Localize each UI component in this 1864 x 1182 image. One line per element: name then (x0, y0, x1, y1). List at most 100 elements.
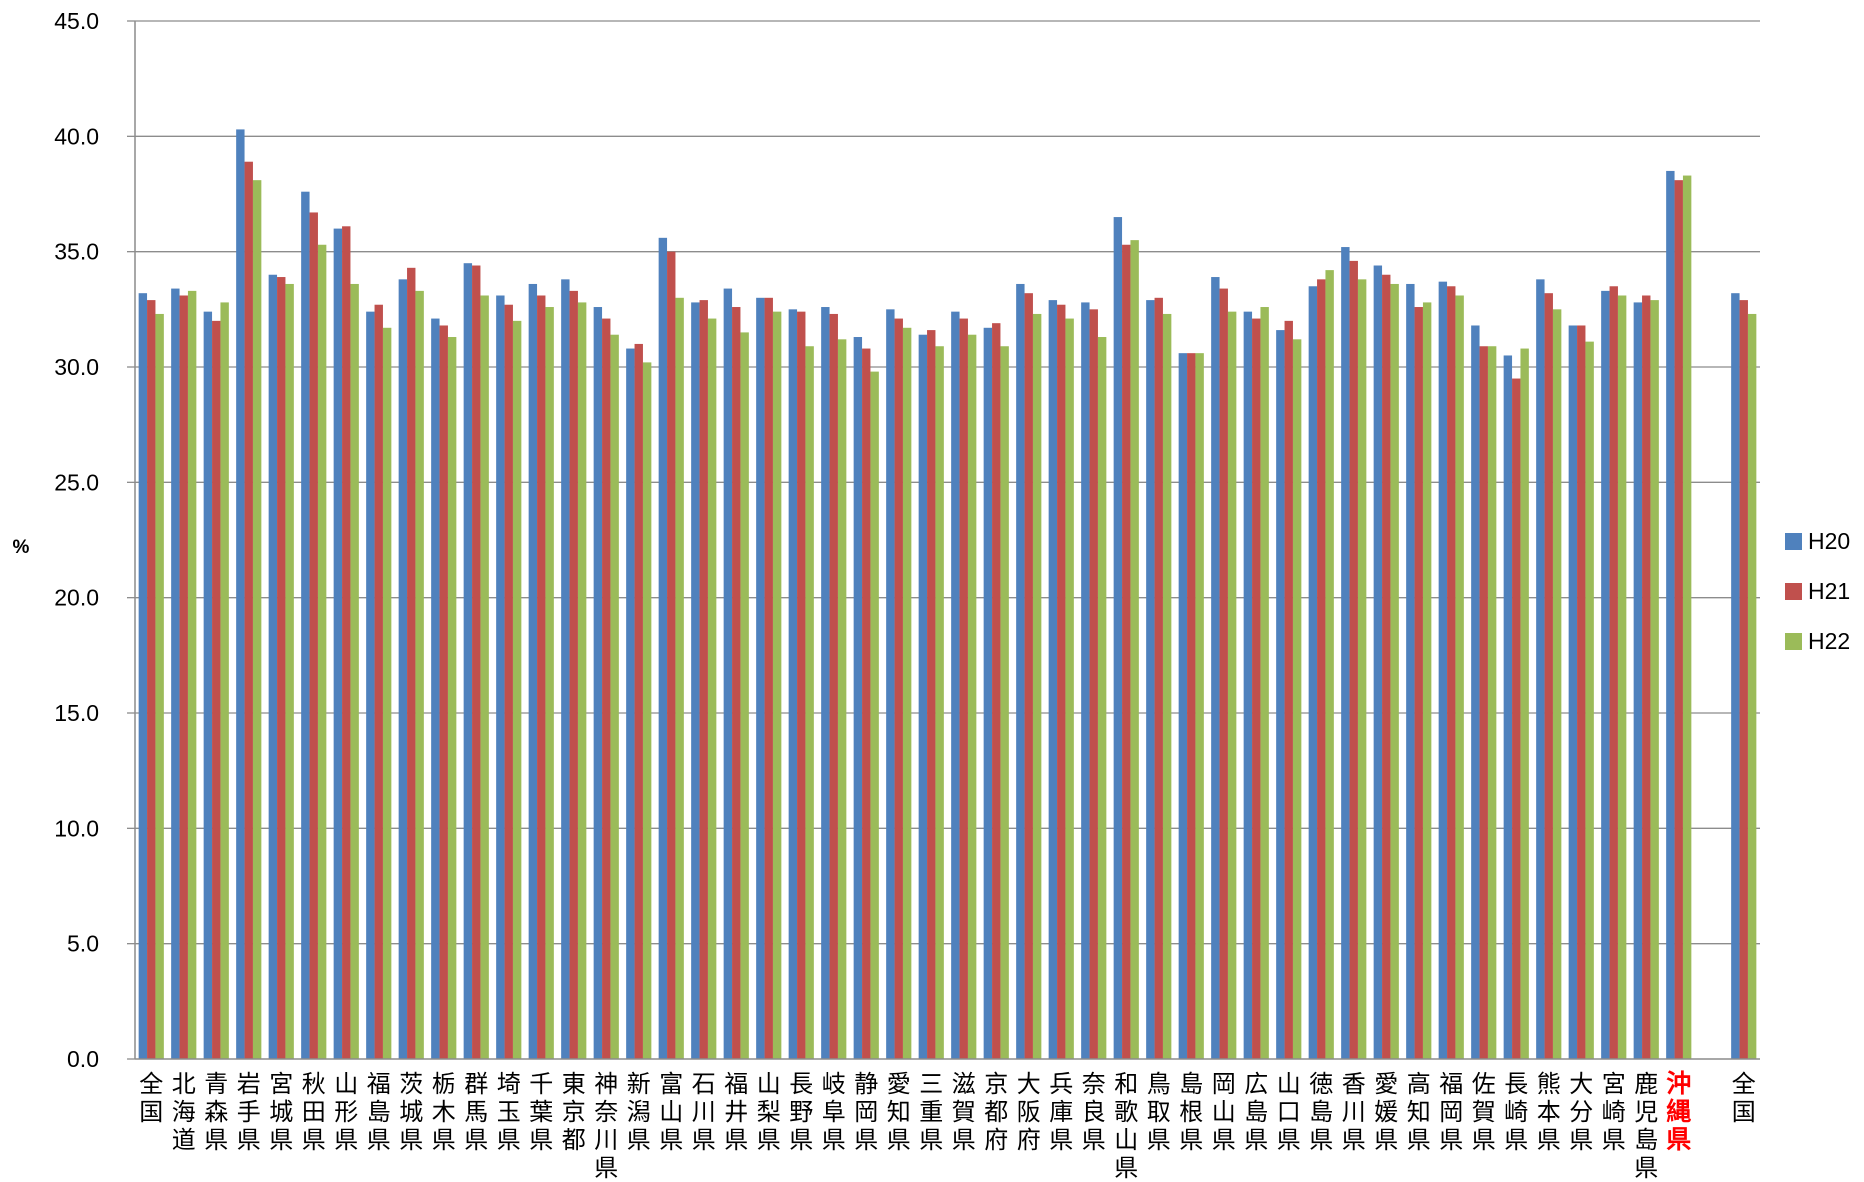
bar-h22 (1552, 309, 1562, 1059)
bar-h21 (1512, 378, 1521, 1059)
bar-h21 (602, 318, 611, 1059)
bar-h20 (788, 309, 798, 1059)
x-category-label: 全国 (1732, 1070, 1756, 1126)
y-tick-label: 30.0 (54, 354, 99, 380)
x-category-label: 静岡県 (854, 1070, 878, 1154)
legend-swatch-h21 (1785, 583, 1802, 600)
bar-h21 (1219, 288, 1228, 1059)
bar-h21 (504, 304, 513, 1060)
bar-h22 (1390, 283, 1399, 1060)
y-tick-label: 35.0 (54, 239, 99, 265)
bar-h22 (1617, 295, 1627, 1059)
bar-h20 (1211, 277, 1220, 1059)
bar-h22 (220, 302, 229, 1059)
bar-h22 (707, 318, 717, 1059)
bar-h22 (902, 327, 912, 1060)
bar-h20 (1308, 286, 1318, 1059)
x-category-label: 長崎県 (1504, 1070, 1528, 1154)
bar-h22 (1130, 240, 1139, 1060)
bar-h21 (309, 212, 318, 1059)
bar-h21 (862, 348, 871, 1060)
bar-h21 (537, 295, 546, 1059)
bar-h22 (252, 180, 262, 1059)
bar-h20 (1178, 353, 1188, 1059)
bar-h21 (927, 330, 936, 1059)
bar-h22 (1520, 348, 1529, 1060)
x-category-label: 群馬県 (464, 1070, 488, 1154)
bar-h20 (203, 311, 213, 1059)
bar-h20 (138, 293, 148, 1060)
bar-h21 (667, 251, 676, 1059)
bar-h22 (740, 332, 749, 1059)
x-category-label: 東京都 (562, 1070, 586, 1154)
bar-h22 (967, 334, 977, 1059)
bar-h20 (1406, 283, 1415, 1060)
bar-h22 (1357, 279, 1367, 1059)
bar-h22 (480, 295, 489, 1059)
bar-h21 (569, 290, 578, 1059)
x-category-label: 北海道 (172, 1070, 196, 1154)
bar-h21 (1739, 300, 1748, 1059)
x-category-label: 島根県 (1179, 1070, 1203, 1154)
bar-h20 (1373, 265, 1383, 1059)
x-category-label: 山口県 (1277, 1070, 1301, 1154)
bar-h20 (1568, 325, 1578, 1060)
bar-h20 (1276, 330, 1285, 1059)
bar-h20 (171, 288, 180, 1059)
bar-h20 (658, 237, 668, 1059)
bar-h22 (1650, 300, 1659, 1059)
x-category-label: 神奈川県 (594, 1070, 618, 1182)
bar-h22 (1000, 346, 1009, 1059)
bar-h21 (472, 265, 481, 1059)
x-category-label: 新潟県 (627, 1070, 651, 1154)
bar-h21 (1024, 293, 1033, 1060)
x-category-label: 沖縄県 (1666, 1069, 1691, 1154)
y-tick-label: 20.0 (54, 585, 99, 611)
bar-h21 (374, 304, 383, 1060)
bar-h22 (805, 346, 814, 1059)
bar-h21 (147, 300, 156, 1059)
bar-h22 (1032, 313, 1042, 1059)
bar-h22 (545, 307, 554, 1059)
x-category-label: 全国 (139, 1070, 163, 1126)
bar-h20 (463, 263, 473, 1059)
bar-h20 (593, 307, 603, 1059)
bar-h21 (894, 318, 903, 1059)
bar-h22 (285, 283, 294, 1060)
bar-h20 (853, 337, 863, 1060)
x-category-label: 岡山県 (1212, 1070, 1236, 1154)
bar-h20 (1731, 293, 1740, 1060)
bar-h20 (431, 318, 440, 1059)
x-category-label: 広島県 (1244, 1070, 1268, 1154)
bar-h21 (407, 267, 416, 1059)
x-category-label: 宮城県 (269, 1070, 293, 1154)
bar-h22 (187, 290, 197, 1059)
bar-h21 (992, 323, 1001, 1059)
x-category-label: 福岡県 (1439, 1070, 1463, 1154)
bar-h22 (577, 302, 587, 1059)
bar-h21 (1642, 295, 1651, 1059)
bar-h20 (723, 288, 733, 1059)
bar-h20 (268, 274, 278, 1059)
bar-h20 (951, 311, 960, 1059)
bar-h22 (1422, 302, 1432, 1059)
bar-h22 (317, 244, 327, 1059)
bar-h21 (829, 313, 838, 1059)
bar-h20 (1666, 170, 1675, 1059)
bar-h20 (1471, 325, 1480, 1060)
bar-h21 (277, 277, 286, 1059)
bar-h20 (1243, 311, 1253, 1059)
x-category-label: 愛媛県 (1374, 1070, 1398, 1154)
bar-h20 (1081, 302, 1090, 1059)
bar-h21 (699, 300, 708, 1059)
x-category-label: 山梨県 (757, 1070, 781, 1154)
bar-h21 (1154, 297, 1163, 1059)
legend-label: H22 (1808, 628, 1850, 654)
bar-h22 (1162, 313, 1172, 1059)
legend: H20 H21 H22 (1785, 528, 1850, 654)
bar-h21 (1284, 320, 1293, 1059)
x-category-label: 富山県 (659, 1070, 683, 1154)
x-category-label: 岩手県 (237, 1070, 261, 1154)
bar-h20 (1146, 300, 1155, 1059)
bar-h21 (959, 318, 968, 1059)
